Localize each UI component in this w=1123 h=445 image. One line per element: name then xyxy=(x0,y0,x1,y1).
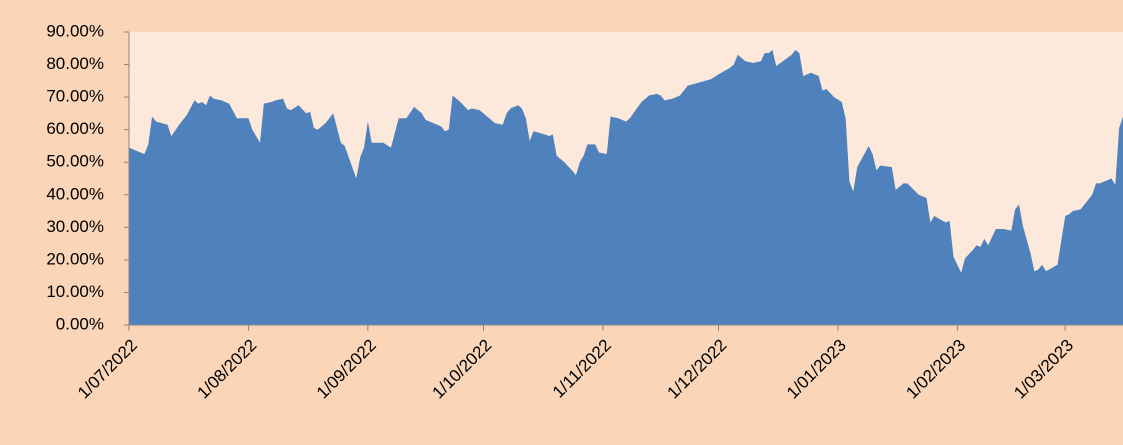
x-tick-label: 1/12/2022 xyxy=(664,336,731,403)
y-tick-label: 30.00% xyxy=(46,217,104,236)
y-tick-label: 0.00% xyxy=(56,314,104,333)
y-tick-label: 40.00% xyxy=(46,184,104,203)
y-tick-label: 60.00% xyxy=(46,119,104,138)
y-tick-label: 80.00% xyxy=(46,54,104,73)
x-tick-label: 1/03/2023 xyxy=(1010,336,1077,403)
x-tick-label: 1/08/2022 xyxy=(194,336,261,403)
x-tick-label: 1/11/2022 xyxy=(549,336,615,402)
y-tick-label: 90.00% xyxy=(46,21,104,40)
y-tick-label: 20.00% xyxy=(46,249,104,268)
x-tick-label: 1/02/2023 xyxy=(902,336,969,403)
area xyxy=(129,49,1123,326)
x-tick-label: 1/09/2022 xyxy=(313,336,380,403)
x-tick-label: 1/01/2023 xyxy=(783,336,850,403)
x-tick-label: 1/10/2022 xyxy=(429,336,496,403)
y-tick-label: 50.00% xyxy=(46,152,104,171)
y-tick-label: 10.00% xyxy=(46,282,104,301)
y-tick-label: 70.00% xyxy=(46,87,104,106)
x-tick-label: 1/07/2022 xyxy=(74,336,141,403)
